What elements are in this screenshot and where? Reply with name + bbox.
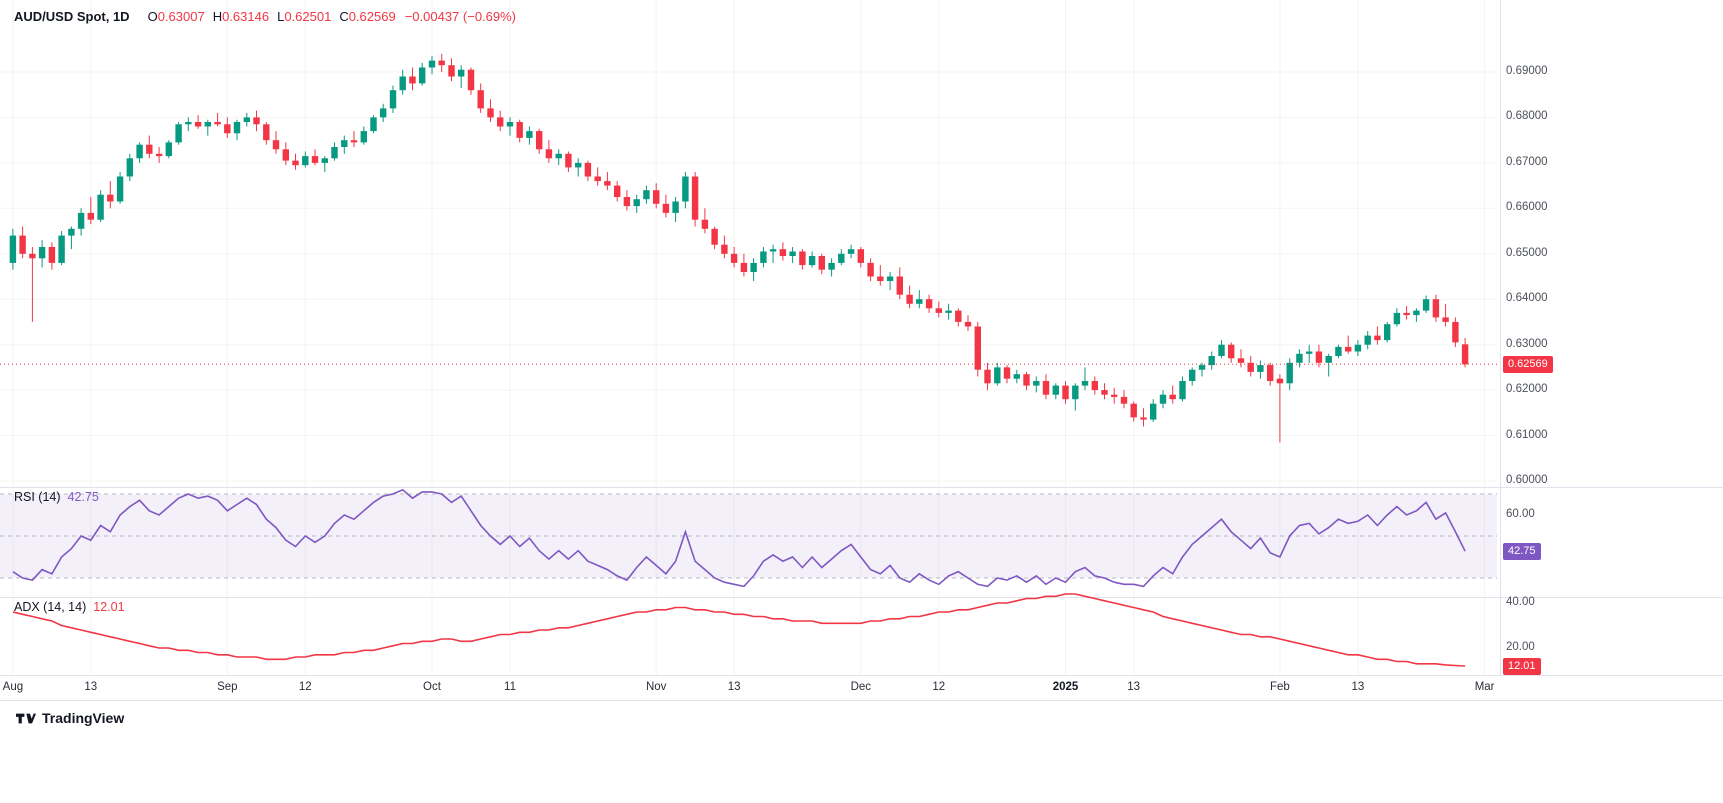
change-value: −0.00437 (−0.69%) xyxy=(404,9,517,24)
low-value: 0.62501 xyxy=(284,9,332,24)
rsi-axis-label: 60.00 xyxy=(1506,508,1535,520)
time-axis-label: 13 xyxy=(727,681,741,693)
open-label: O xyxy=(147,9,158,24)
time-axis-label: Nov xyxy=(645,681,667,693)
high-value: 0.63146 xyxy=(222,9,270,24)
time-axis-label: Feb xyxy=(1269,681,1290,693)
rsi-legend: RSI (14) 42.75 xyxy=(14,490,99,504)
time-axis-label: Aug xyxy=(2,681,24,693)
time-axis-label: 12 xyxy=(298,681,312,693)
price-axis[interactable]: 0.69000 0.68000 0.67000 0.66000 0.65000 0.640… xyxy=(1506,0,1721,676)
last-price-badge: 0.62569 xyxy=(1503,356,1553,374)
price-axis-label: 0.63000 xyxy=(1506,337,1548,350)
price-axis-label: 0.67000 xyxy=(1506,155,1548,168)
grid xyxy=(0,0,1497,675)
close-value: 0.62569 xyxy=(348,9,396,24)
open-value: 0.63007 xyxy=(157,9,205,24)
price-axis-label: 0.64000 xyxy=(1506,292,1548,305)
price-axis-label: 0.69000 xyxy=(1506,65,1548,77)
adx-title[interactable]: ADX (14, 14) xyxy=(14,600,87,614)
time-axis[interactable]: Aug 13 Sep 12 Oct 11 Nov 13 Dec 12 2025 13 Feb 13 Mar xyxy=(0,676,1723,700)
adx-legend: ADX (14, 14) 12.01 xyxy=(14,600,125,614)
time-axis-label: Sep xyxy=(217,681,238,693)
pane-separators xyxy=(0,0,1723,676)
adx-axis-label: 40.00 xyxy=(1506,596,1535,608)
adx-value-badge: 12.01 xyxy=(1503,658,1541,675)
rsi-level-lines xyxy=(0,493,1497,579)
candlestick-series xyxy=(9,53,1469,443)
price-axis-label: 0.65000 xyxy=(1506,246,1548,259)
time-axis-label: Dec xyxy=(850,681,872,693)
footer: TradingView xyxy=(0,700,1723,803)
close-label: C xyxy=(339,9,349,24)
time-axis-label: 13 xyxy=(1127,681,1141,693)
symbol-title[interactable]: AUD/USD Spot, 1D xyxy=(14,9,130,24)
adx-line xyxy=(12,593,1466,667)
time-axis-label: 2025 xyxy=(1052,681,1079,693)
time-axis-label: 13 xyxy=(84,681,98,693)
rsi-value: 42.75 xyxy=(67,490,99,504)
rsi-value-badge: 42.75 xyxy=(1503,543,1541,561)
price-axis-label: 0.66000 xyxy=(1506,201,1548,214)
high-label: H xyxy=(212,9,223,24)
rsi-line xyxy=(12,488,1466,588)
time-axis-label: 13 xyxy=(1351,681,1365,693)
rsi-title[interactable]: RSI (14) xyxy=(14,490,61,504)
adx-axis-label: 20.00 xyxy=(1506,641,1535,653)
tradingview-logo-icon[interactable] xyxy=(16,711,36,726)
price-axis-label: 0.62000 xyxy=(1506,383,1548,396)
price-axis-label: 0.61000 xyxy=(1506,428,1548,441)
low-label: L xyxy=(277,9,285,24)
adx-value: 12.01 xyxy=(93,600,125,614)
time-axis-label: 12 xyxy=(932,681,946,693)
price-axis-label: 0.60000 xyxy=(1506,474,1548,486)
time-axis-label: Oct xyxy=(423,681,441,693)
chart-legend: AUD/USD Spot, 1D O 0.63007 H 0.63146 L 0.62… xyxy=(14,9,516,24)
price-axis-label: 0.68000 xyxy=(1506,110,1548,123)
time-axis-label: Mar xyxy=(1474,681,1495,693)
tradingview-brand-text[interactable]: TradingView xyxy=(42,710,125,726)
time-axis-label: 11 xyxy=(504,681,516,693)
